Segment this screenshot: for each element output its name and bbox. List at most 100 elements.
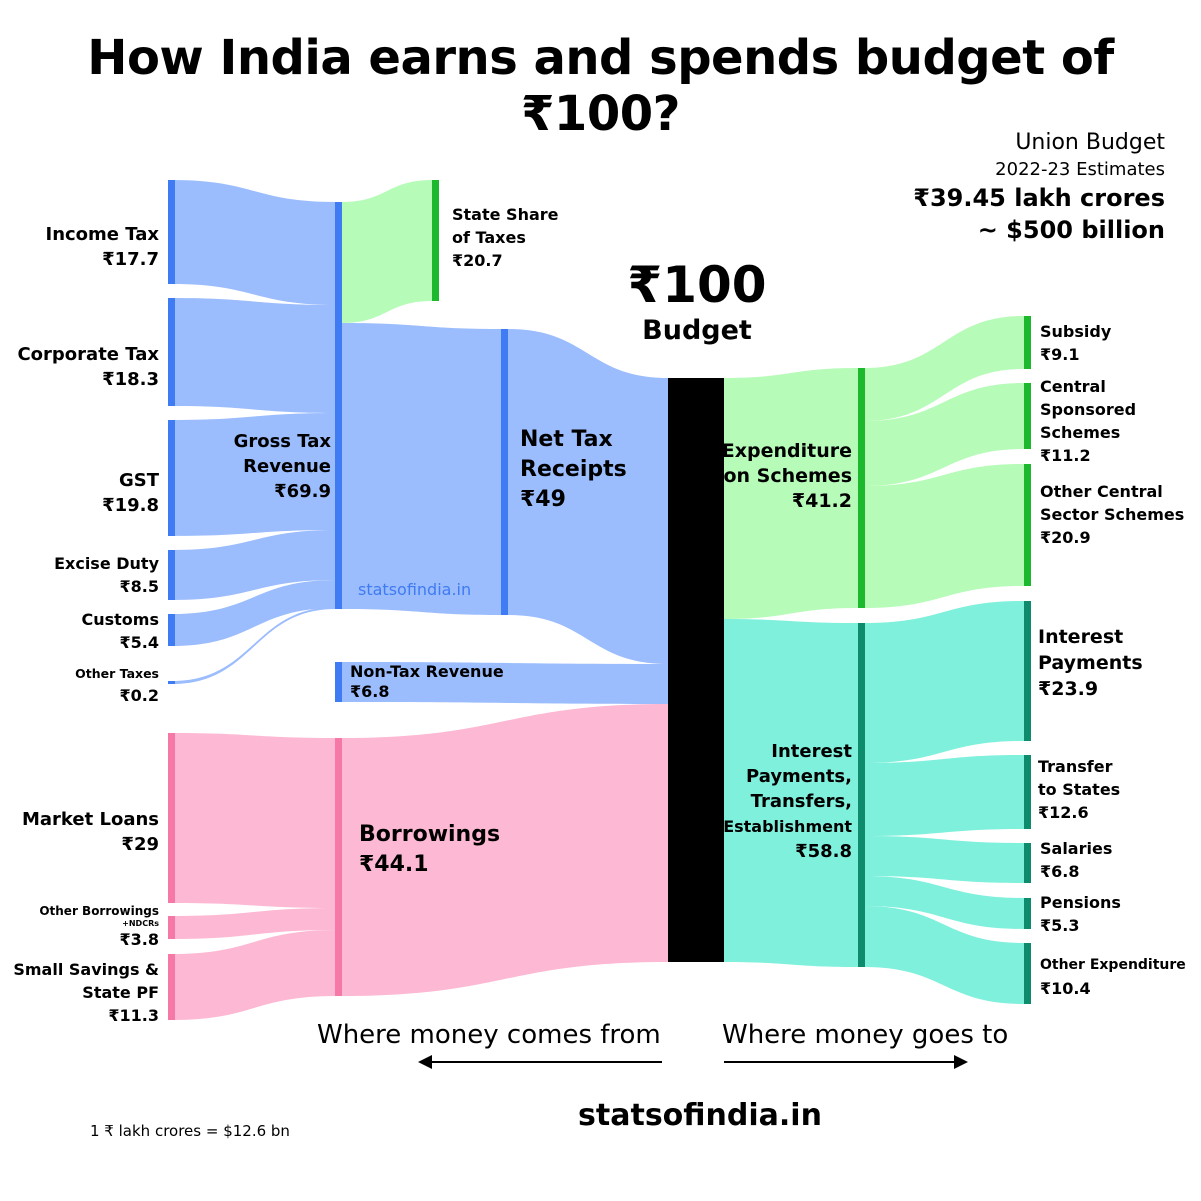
label-other-expenditure: Other Expenditure ₹10.4 bbox=[1040, 954, 1186, 1000]
income-tax-name: Income Tax bbox=[45, 224, 160, 245]
center-budget-label: ₹100 Budget bbox=[597, 255, 797, 347]
budget-header-line2: 2022-23 Estimates bbox=[995, 159, 1165, 180]
subsidy-name: Subsidy bbox=[1040, 322, 1112, 341]
other-borrowings-sub: +NDCRs bbox=[122, 919, 159, 928]
small-savings-name2: State PF bbox=[82, 983, 159, 1002]
income-tax-value: ₹17.7 bbox=[102, 249, 159, 270]
node-market-loans bbox=[168, 733, 175, 903]
other-taxes-name: Other Taxes bbox=[75, 666, 159, 681]
interest-group-value: ₹58.8 bbox=[795, 841, 852, 862]
node-transfer-states bbox=[1024, 755, 1031, 829]
css-name1: Central bbox=[1040, 377, 1106, 396]
state-share-name1: State Share bbox=[452, 205, 559, 224]
label-other-central: Other Central Sector Schemes ₹20.9 bbox=[1040, 480, 1184, 549]
link-customs bbox=[172, 580, 336, 646]
link-small-savings bbox=[172, 930, 336, 1020]
interest-group-name3: Transfers, bbox=[750, 791, 852, 812]
center-label: Budget bbox=[642, 315, 752, 346]
label-interest-group: Interest Payments, Transfers, Establishm… bbox=[723, 739, 852, 864]
link-pensions bbox=[864, 876, 1024, 929]
label-non-tax-revenue: Non-Tax Revenue ₹6.8 bbox=[350, 662, 504, 702]
label-other-borrowings: Other Borrowings +NDCRs ₹3.8 bbox=[39, 904, 159, 951]
market-loans-value: ₹29 bbox=[121, 834, 159, 855]
schemes-value: ₹41.2 bbox=[791, 490, 852, 512]
transfer-states-name1: Transfer bbox=[1038, 757, 1113, 776]
page-title: How India earns and spends budget of ₹10… bbox=[87, 30, 1114, 142]
node-subsidy bbox=[1024, 316, 1031, 369]
gross-tax-name2: Revenue bbox=[243, 456, 331, 477]
budget-header-line3: ₹39.45 lakh crores bbox=[913, 184, 1165, 212]
link-non-tax-to-budget bbox=[342, 662, 668, 704]
node-css bbox=[1024, 383, 1031, 449]
link-other-expenditure bbox=[864, 906, 1024, 1004]
label-subsidy: Subsidy ₹9.1 bbox=[1040, 320, 1111, 366]
non-tax-value: ₹6.8 bbox=[350, 682, 390, 701]
label-income-tax: Income Tax ₹17.7 bbox=[46, 222, 160, 272]
pensions-name: Pensions bbox=[1040, 893, 1121, 912]
link-subsidy bbox=[864, 316, 1024, 421]
link-borrowings-to-budget bbox=[342, 704, 668, 996]
other-central-name2: Sector Schemes bbox=[1040, 505, 1185, 524]
link-budget-to-interest-group bbox=[724, 619, 858, 967]
budget-header-line4: ~ $500 billion bbox=[977, 216, 1165, 244]
node-salaries bbox=[1024, 843, 1031, 883]
node-non-tax bbox=[335, 662, 342, 702]
gross-tax-value: ₹69.9 bbox=[274, 481, 331, 502]
flow-nodes bbox=[168, 180, 1031, 1020]
label-corporate-tax: Corporate Tax ₹18.3 bbox=[17, 342, 159, 392]
label-borrowings: Borrowings ₹44.1 bbox=[359, 820, 500, 880]
non-tax-name: Non-Tax Revenue bbox=[350, 662, 504, 681]
excise-value: ₹8.5 bbox=[119, 577, 159, 596]
link-budget-to-schemes bbox=[724, 368, 858, 619]
node-income-tax bbox=[168, 180, 175, 284]
right-arrow-head bbox=[954, 1055, 968, 1069]
node-other-central bbox=[1024, 464, 1031, 586]
caption-where-money-goes-to: Where money goes to bbox=[722, 1020, 1009, 1050]
node-other-taxes bbox=[168, 681, 175, 684]
state-share-name2: of Taxes bbox=[452, 228, 526, 247]
label-schemes: Expenditure on Schemes ₹41.2 bbox=[722, 439, 852, 514]
label-other-taxes: Other Taxes ₹0.2 bbox=[75, 663, 159, 707]
net-tax-name1: Net Tax bbox=[520, 427, 613, 452]
budget-header: Union Budget 2022-23 Estimates ₹39.45 la… bbox=[913, 128, 1165, 246]
node-other-borrowings bbox=[168, 916, 175, 939]
link-excise-duty bbox=[172, 530, 336, 600]
gst-name: GST bbox=[118, 470, 159, 491]
gross-tax-name1: Gross Tax bbox=[233, 431, 331, 452]
label-interest-payments: Interest Payments ₹23.9 bbox=[1038, 624, 1143, 702]
market-loans-name: Market Loans bbox=[21, 809, 159, 830]
interest-group-name2: Payments, bbox=[746, 766, 852, 787]
label-customs: Customs ₹5.4 bbox=[82, 608, 160, 654]
other-central-value: ₹20.9 bbox=[1040, 528, 1091, 547]
net-tax-value: ₹49 bbox=[520, 487, 566, 512]
corporate-tax-name: Corporate Tax bbox=[17, 344, 159, 365]
node-budget bbox=[668, 378, 724, 962]
schemes-name2: on Schemes bbox=[723, 465, 852, 487]
interest-payments-name2: Payments bbox=[1038, 652, 1143, 674]
label-css: Central Sponsored Schemes ₹11.2 bbox=[1040, 375, 1136, 467]
transfer-states-name2: to States bbox=[1038, 780, 1121, 799]
link-transfer-states bbox=[864, 755, 1024, 836]
budget-header-line1: Union Budget bbox=[1015, 130, 1165, 155]
subsidy-value: ₹9.1 bbox=[1040, 345, 1080, 364]
net-tax-name2: Receipts bbox=[520, 457, 627, 482]
css-value: ₹11.2 bbox=[1040, 446, 1091, 465]
link-income-tax bbox=[172, 180, 336, 305]
node-gross-tax bbox=[335, 202, 342, 609]
label-gross-tax: Gross Tax Revenue ₹69.9 bbox=[234, 429, 331, 504]
gst-value: ₹19.8 bbox=[102, 495, 159, 516]
other-expenditure-value: ₹10.4 bbox=[1040, 979, 1091, 998]
salaries-value: ₹6.8 bbox=[1040, 862, 1080, 881]
node-schemes bbox=[858, 368, 865, 608]
label-small-savings: Small Savings & State PF ₹11.3 bbox=[13, 958, 159, 1027]
small-savings-value: ₹11.3 bbox=[108, 1006, 159, 1025]
label-gst: GST ₹19.8 bbox=[102, 468, 159, 518]
label-net-tax: Net Tax Receipts ₹49 bbox=[520, 425, 627, 515]
link-other-borrowings bbox=[172, 908, 336, 939]
interest-payments-name1: Interest bbox=[1038, 626, 1124, 648]
link-corporate-tax bbox=[172, 298, 336, 413]
node-pensions bbox=[1024, 898, 1031, 929]
borrowings-name: Borrowings bbox=[359, 822, 501, 847]
